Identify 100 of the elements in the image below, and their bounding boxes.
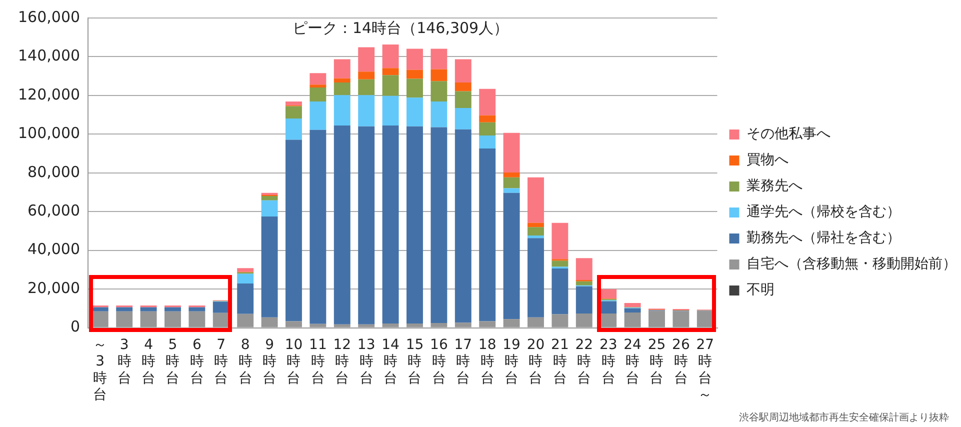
bar	[334, 78, 350, 82]
bar	[334, 59, 350, 78]
bar	[382, 125, 399, 324]
x-tick-label: 15時台	[406, 336, 424, 386]
x-tick-label: 16時台	[430, 336, 448, 386]
bar	[406, 70, 423, 79]
x-tick-label: 5時台	[166, 336, 180, 386]
bar	[430, 69, 448, 82]
y-tick-label: 160,000	[18, 8, 80, 26]
x-tick-label: 8時台	[238, 336, 252, 386]
y-tick-label: 120,000	[18, 85, 80, 104]
x-tick-label: 7時台	[214, 336, 228, 386]
bar	[479, 88, 496, 116]
bar	[212, 302, 230, 313]
x-tick-label: 17時台	[454, 336, 472, 386]
legend-label: 不明	[746, 282, 774, 298]
bar	[406, 98, 423, 126]
bar	[624, 303, 641, 308]
y-tick-label: 140,000	[18, 46, 80, 65]
x-tick-label: 21時台	[551, 336, 569, 386]
bar	[503, 188, 520, 193]
x-tick-label: 3時台	[117, 336, 132, 386]
bar	[552, 222, 568, 260]
bar	[334, 82, 350, 96]
bar	[528, 177, 544, 223]
bar	[454, 59, 472, 82]
bar	[382, 75, 399, 96]
x-tick-label: 23時台	[599, 336, 618, 386]
x-tick-label: 24時台	[624, 336, 642, 386]
x-tick-label: 4時台	[142, 336, 156, 386]
bar	[503, 172, 520, 178]
bar	[576, 258, 592, 280]
bar	[237, 283, 254, 314]
x-tick-label: 11時台	[309, 336, 327, 386]
bar	[503, 177, 520, 188]
bar	[552, 260, 568, 267]
legend-label: 業務先へ	[746, 178, 802, 194]
bar	[334, 95, 350, 126]
bar	[552, 268, 568, 314]
bar	[261, 200, 278, 216]
bar	[406, 78, 423, 98]
bar	[382, 68, 399, 76]
bar	[358, 95, 375, 126]
y-tick-label: 40,000	[28, 240, 80, 258]
bar	[286, 106, 302, 118]
bar	[334, 125, 350, 324]
bar	[528, 227, 544, 236]
x-tick-label: 26時台	[672, 336, 690, 386]
bar	[503, 132, 520, 173]
bar	[237, 274, 254, 284]
bar	[310, 84, 326, 88]
bar	[261, 196, 278, 200]
bar	[310, 88, 326, 102]
bar	[576, 281, 592, 286]
y-tick-label: 100,000	[18, 124, 80, 142]
legend-label: 通学先へ（帰校を含む）	[746, 204, 900, 220]
x-tick-label: 19時台	[502, 336, 520, 386]
legend-label: その他私事へ	[746, 126, 830, 142]
bar	[479, 148, 496, 322]
x-tick-label: 12時台	[333, 336, 352, 386]
x-tick-label: 6時台	[190, 336, 204, 386]
bar	[382, 96, 399, 126]
y-tick-label: 60,000	[28, 202, 80, 220]
text: 渋谷駅周辺地域都市再生安全確保計画より抜粋	[739, 412, 949, 424]
bar	[430, 48, 448, 70]
bar	[358, 47, 375, 72]
bar	[600, 301, 617, 314]
bar	[140, 307, 157, 312]
legend-label: 買物へ	[746, 152, 788, 168]
bar	[454, 129, 472, 323]
bar	[358, 79, 375, 96]
x-tick-label: 10時台	[284, 336, 303, 386]
x-tick-label: 22時台	[575, 336, 594, 386]
bar	[528, 235, 544, 238]
bar	[479, 115, 496, 122]
bar	[430, 127, 448, 323]
bar	[92, 307, 108, 312]
bar	[406, 48, 423, 70]
bar	[310, 101, 326, 130]
y-tick-label: 80,000	[28, 162, 80, 181]
bar	[382, 44, 399, 68]
x-tick-label: ～3時台	[93, 336, 108, 404]
bar	[261, 216, 278, 318]
x-tick-label: 27時台～	[696, 336, 714, 404]
x-tick-label: 13時台	[357, 336, 376, 386]
bar	[528, 238, 544, 318]
bar	[624, 308, 641, 313]
bar	[454, 108, 472, 130]
annotation: ピーク：14時台（146,309人）	[292, 18, 509, 37]
y-tick-label: 20,000	[28, 278, 80, 297]
bar	[406, 126, 423, 324]
bar	[430, 101, 448, 128]
bar	[286, 118, 302, 140]
bar	[503, 192, 520, 320]
legend-label: 勤務先へ（帰社を含む）	[746, 230, 900, 246]
bar	[430, 81, 448, 102]
bar	[286, 101, 302, 106]
bar	[454, 91, 472, 108]
bar	[479, 136, 496, 149]
bar	[237, 268, 254, 272]
